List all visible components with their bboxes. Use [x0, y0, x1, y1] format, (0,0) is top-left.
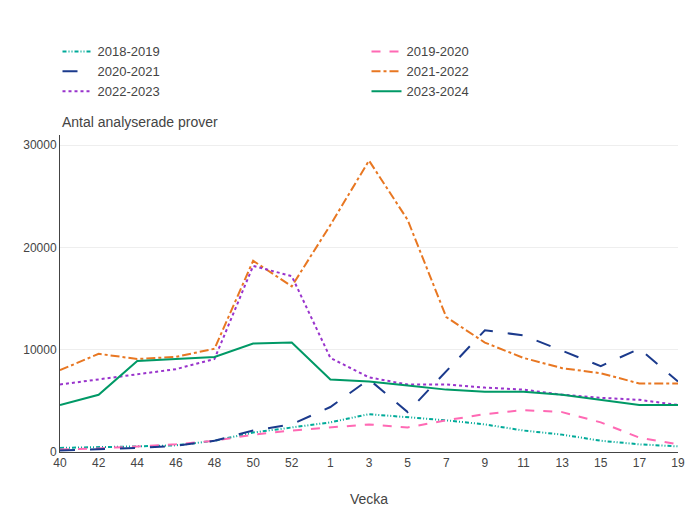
- svg-text:17: 17: [633, 456, 647, 470]
- svg-text:2018-2019: 2018-2019: [98, 44, 160, 59]
- svg-text:2019-2020: 2019-2020: [407, 44, 469, 59]
- svg-text:1: 1: [327, 456, 334, 470]
- svg-text:2022-2023: 2022-2023: [98, 84, 160, 99]
- svg-text:13: 13: [555, 456, 569, 470]
- svg-text:2021-2022: 2021-2022: [407, 64, 469, 79]
- svg-text:3: 3: [366, 456, 373, 470]
- svg-text:50: 50: [246, 456, 260, 470]
- svg-text:Vecka: Vecka: [350, 491, 388, 507]
- svg-text:7: 7: [443, 456, 450, 470]
- svg-text:5: 5: [404, 456, 411, 470]
- svg-text:9: 9: [482, 456, 489, 470]
- svg-text:42: 42: [92, 456, 106, 470]
- svg-text:44: 44: [131, 456, 145, 470]
- svg-text:10000: 10000: [23, 343, 57, 357]
- svg-text:2020-2021: 2020-2021: [98, 64, 160, 79]
- svg-text:46: 46: [169, 456, 183, 470]
- svg-text:Antal analyserade prover: Antal analyserade prover: [62, 114, 218, 130]
- svg-text:48: 48: [208, 456, 222, 470]
- svg-text:20000: 20000: [23, 241, 57, 255]
- svg-text:15: 15: [594, 456, 608, 470]
- svg-text:30000: 30000: [23, 138, 57, 152]
- svg-text:0: 0: [50, 445, 57, 459]
- svg-text:2023-2024: 2023-2024: [407, 84, 469, 99]
- svg-text:40: 40: [53, 456, 67, 470]
- svg-text:19: 19: [671, 456, 685, 470]
- svg-text:52: 52: [285, 456, 299, 470]
- svg-text:11: 11: [517, 456, 530, 470]
